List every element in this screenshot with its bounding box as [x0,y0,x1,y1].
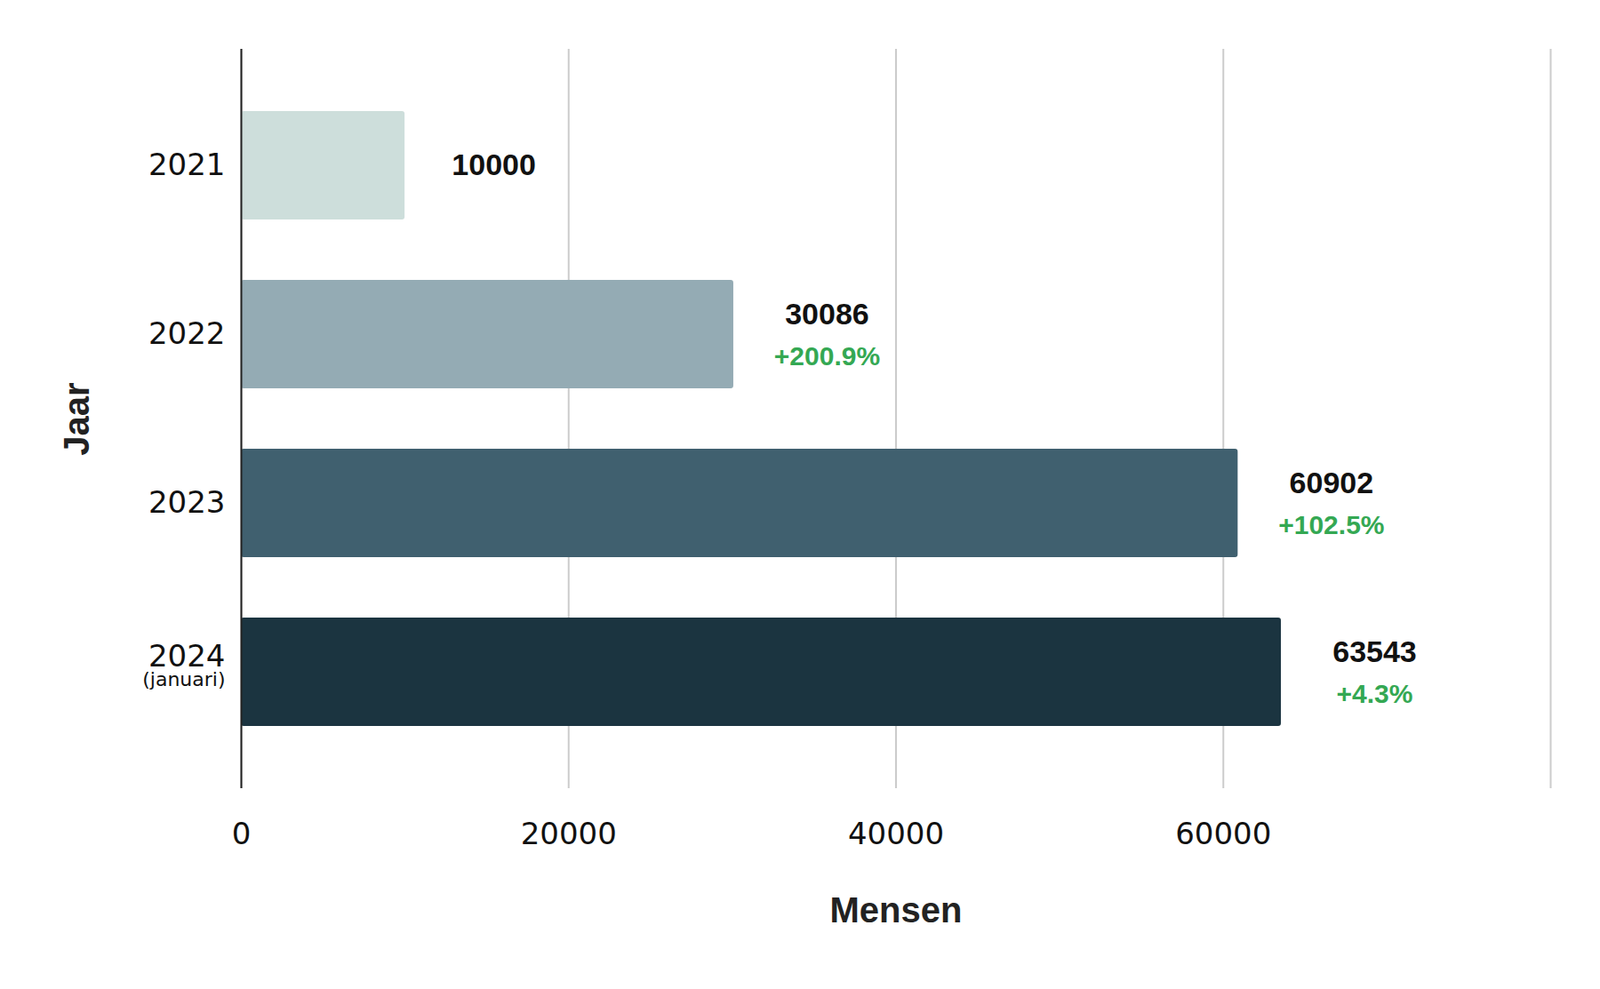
svg-text:+200.9%: +200.9% [774,341,880,371]
svg-text:0: 0 [232,816,252,852]
svg-text:2023: 2023 [148,484,226,520]
svg-text:2021: 2021 [148,146,226,183]
svg-text:+4.3%: +4.3% [1336,679,1414,709]
svg-text:+102.5%: +102.5% [1278,510,1384,540]
svg-text:Mensen: Mensen [830,890,963,930]
svg-text:40000: 40000 [848,816,944,852]
svg-text:60902: 60902 [1289,465,1375,500]
svg-text:63543: 63543 [1332,634,1417,669]
svg-text:2024(januari): 2024(januari) [142,638,225,691]
svg-text:60000: 60000 [1175,816,1272,852]
svg-text:20000: 20000 [520,816,617,852]
svg-text:10000: 10000 [451,147,536,182]
svg-text:30086: 30086 [784,296,870,331]
svg-text:Jaar: Jaar [56,382,96,456]
svg-text:2022: 2022 [148,315,226,352]
